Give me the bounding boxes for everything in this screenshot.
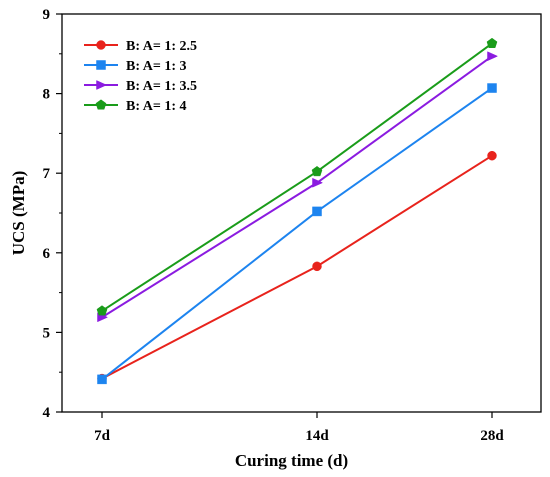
legend-item: B: A= 1: 2.5 — [84, 39, 197, 54]
series-1 — [97, 150, 497, 384]
legend-marker — [96, 40, 106, 50]
x-axis-title: Curing time (d) — [235, 451, 348, 470]
series-layer — [96, 37, 499, 385]
data-point — [312, 206, 322, 217]
x-tick-label: 7d — [94, 428, 111, 444]
y-tick-label: 4 — [43, 405, 51, 421]
legend-label: B: A= 1: 4 — [126, 99, 186, 114]
y-tick-label: 5 — [43, 325, 51, 341]
legend-marker — [96, 60, 106, 70]
legend-label: B: A= 1: 3.5 — [126, 79, 197, 94]
x-tick-label: 14d — [305, 428, 329, 444]
legend-marker — [96, 80, 108, 90]
axes: 4 5 6 7 8 9 7d 14d 28d — [43, 7, 542, 444]
legend-item: B: A= 1: 3 — [84, 59, 186, 74]
data-point — [487, 83, 497, 93]
y-tick-label: 6 — [43, 246, 51, 262]
data-point — [312, 177, 324, 188]
series-line — [101, 87, 493, 381]
series-line — [101, 154, 493, 380]
series-2 — [97, 83, 497, 385]
x-tick-label: 28d — [480, 428, 504, 444]
legend-marker — [95, 99, 107, 110]
legend-label: B: A= 1: 2.5 — [126, 39, 197, 54]
data-point — [486, 37, 498, 48]
data-point — [487, 51, 499, 62]
y-tick-label: 9 — [43, 7, 51, 23]
series-line — [101, 55, 493, 319]
legend-item: B: A= 1: 4 — [84, 99, 186, 114]
data-point — [311, 166, 323, 177]
y-tick-label: 7 — [43, 166, 51, 182]
y-axis-title: UCS (MPa) — [9, 171, 28, 256]
legend-item: B: A= 1: 3.5 — [84, 79, 197, 94]
y-tick-label: 8 — [43, 87, 51, 103]
data-point — [96, 305, 108, 316]
series-4 — [96, 37, 498, 316]
data-point — [312, 261, 322, 272]
series-3 — [97, 51, 499, 323]
data-point — [487, 150, 497, 161]
legend: B: A= 1: 2.5 B: A= 1: 3 B: A= 1: 3.5 B: A= … — [84, 39, 197, 114]
legend-label: B: A= 1: 3 — [126, 59, 186, 74]
data-point — [97, 374, 107, 385]
